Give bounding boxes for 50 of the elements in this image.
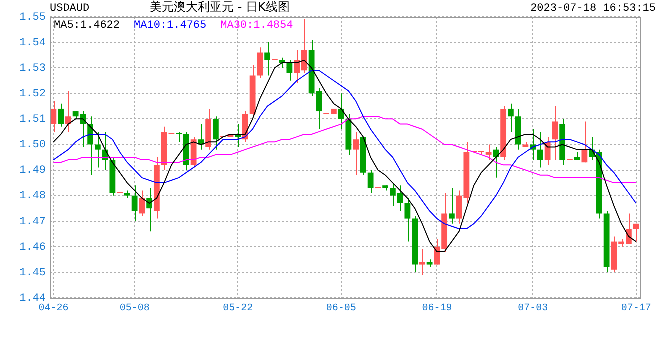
y-tick-label: 1.49 bbox=[20, 165, 46, 178]
text: MA5:1.4622 bbox=[54, 20, 120, 32]
x-tick-label: 04-26 bbox=[38, 304, 69, 315]
candlestick bbox=[264, 42, 271, 76]
candlestick bbox=[286, 60, 293, 82]
candlestick bbox=[94, 131, 101, 168]
y-tick-label: 1.55 bbox=[20, 12, 46, 24]
x-tick-label: 06-05 bbox=[326, 304, 356, 315]
text: MA30:1.4854 bbox=[220, 20, 294, 32]
candlestick bbox=[582, 121, 588, 164]
candlestick bbox=[404, 198, 411, 242]
candlestick bbox=[65, 90, 72, 132]
x-tick-label: 05-22 bbox=[223, 304, 254, 315]
candlestick bbox=[257, 47, 264, 79]
chart-subtitle: USDAUD bbox=[50, 2, 90, 15]
y-tick-label: 1.51 bbox=[20, 114, 46, 126]
y-tick-label: 1.52 bbox=[20, 88, 46, 101]
candlestick bbox=[486, 144, 492, 161]
x-tick-label: 06-19 bbox=[422, 304, 452, 315]
candlestick bbox=[368, 170, 374, 194]
y-tick-label: 1.48 bbox=[20, 190, 46, 203]
candlestick bbox=[176, 131, 182, 143]
y-tick-label: 1.53 bbox=[20, 62, 46, 75]
candlestick bbox=[353, 131, 360, 176]
candlestick bbox=[633, 223, 640, 242]
candlestick bbox=[493, 146, 500, 178]
candlestick bbox=[212, 116, 219, 150]
y-tick-label: 1.46 bbox=[20, 242, 46, 254]
y-tick-label: 1.47 bbox=[20, 216, 46, 228]
candlestick bbox=[132, 185, 138, 222]
x-tick-label: 07-17 bbox=[621, 304, 652, 315]
candlestick bbox=[139, 190, 146, 217]
candlestick bbox=[50, 100, 57, 132]
y-tick-label: 1.44 bbox=[20, 292, 46, 305]
candlestick bbox=[508, 103, 514, 132]
y-tick-label: 1.50 bbox=[20, 140, 46, 152]
candlestick bbox=[537, 131, 544, 168]
candlestick bbox=[419, 248, 426, 276]
candlestick bbox=[552, 106, 558, 161]
text: 2023-07-18 16:53:15 bbox=[530, 2, 656, 15]
candlestick bbox=[448, 188, 455, 224]
candlestick bbox=[544, 136, 551, 166]
text: MA10:1.4765 bbox=[134, 20, 207, 32]
y-tick-label: 1.45 bbox=[20, 267, 46, 280]
candlestick bbox=[58, 103, 64, 128]
x-tick-label: 07-03 bbox=[518, 304, 548, 315]
chart-title: 美元澳大利亚元 - 日K线图 bbox=[150, 0, 290, 14]
y-tick-label: 1.54 bbox=[20, 37, 46, 50]
candlestick bbox=[338, 93, 344, 130]
x-tick-label: 05-08 bbox=[120, 304, 150, 315]
